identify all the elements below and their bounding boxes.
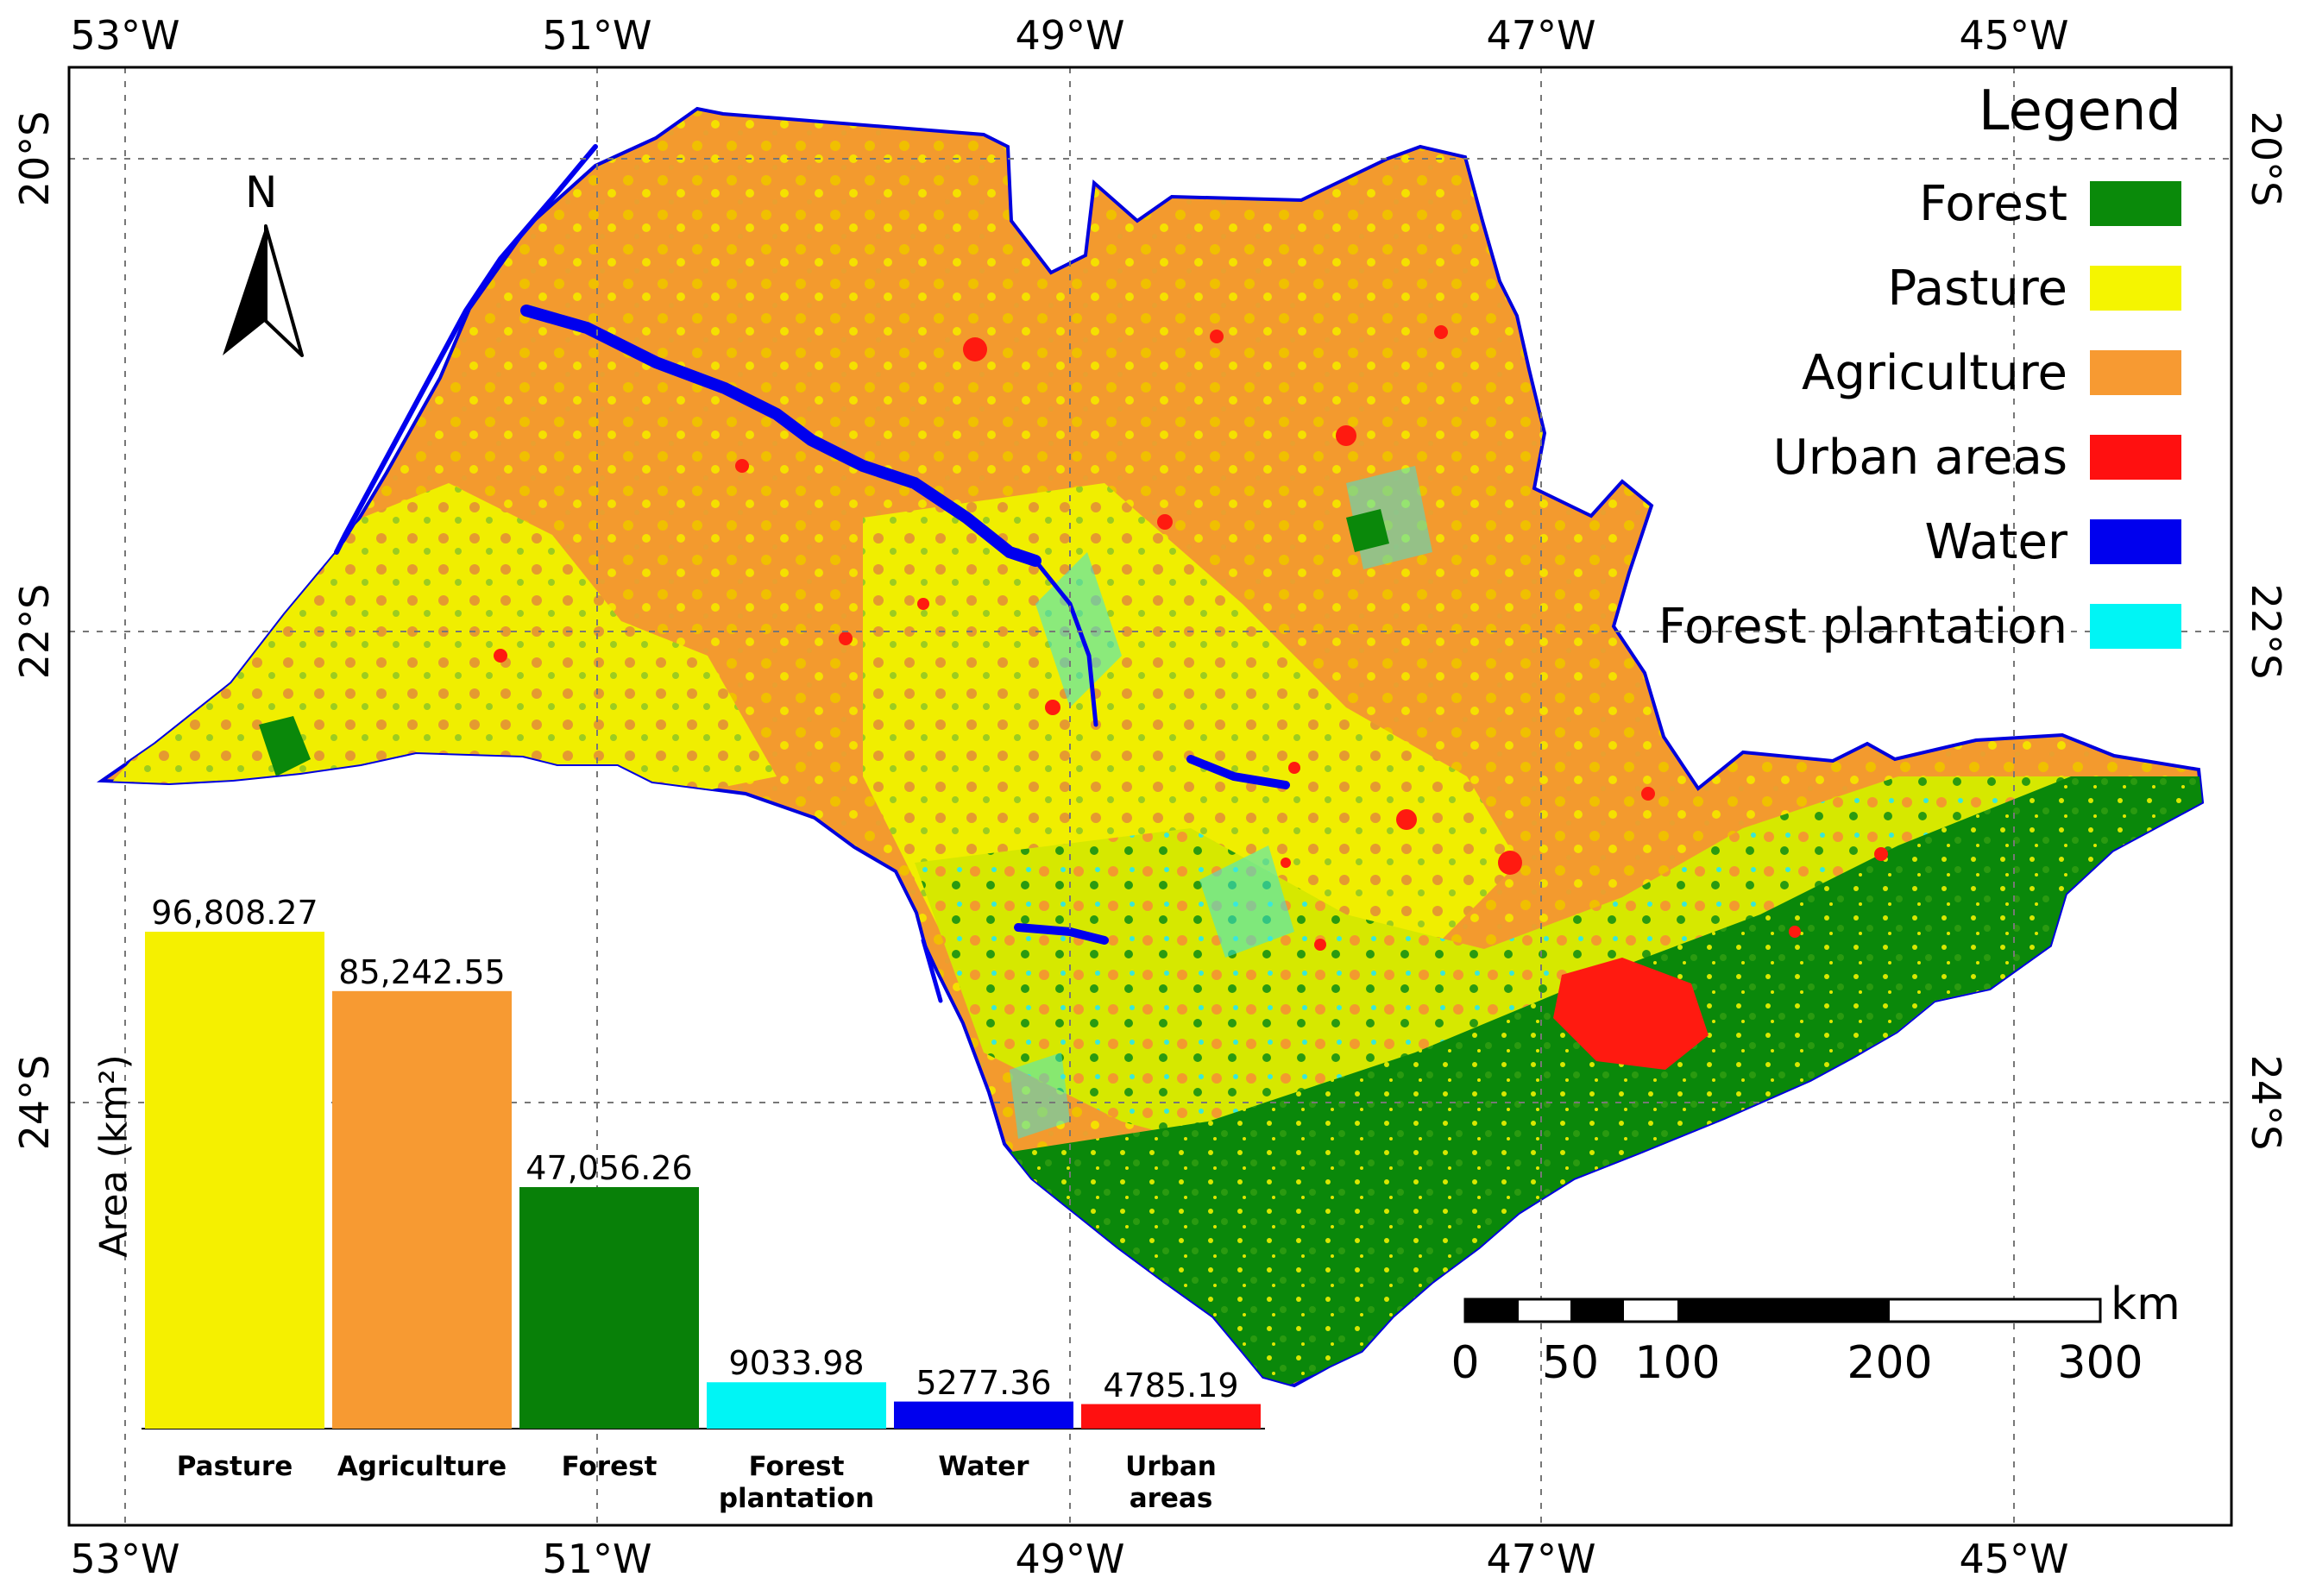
lon-label-top-5: 45°W xyxy=(1959,12,2069,59)
north-arrow-label: N xyxy=(245,167,278,217)
bar-pasture xyxy=(145,932,324,1429)
bar-value-label-pasture: 96,808.27 xyxy=(151,894,318,932)
bar-category-label-water: Water xyxy=(938,1451,1029,1482)
legend-label: Urban areas xyxy=(1772,429,2067,486)
map-frame xyxy=(67,66,2233,1527)
lon-label-top-2: 51°W xyxy=(542,12,652,59)
scale-tick-label: 0 xyxy=(1451,1337,1480,1389)
bar-value-label-forest-plantation: 9033.98 xyxy=(728,1344,865,1383)
bar-chart-bars xyxy=(142,932,1265,1429)
river-network xyxy=(334,144,1290,1003)
bar-forest xyxy=(519,1187,699,1429)
legend-item-pasture: Pasture xyxy=(1887,260,2181,317)
lat-label-left-2: 22°S xyxy=(11,583,58,680)
legend-item-urban-areas: Urban areas xyxy=(1772,429,2181,486)
legend-label: Pasture xyxy=(1887,260,2067,317)
legend-swatch-forest-plantation xyxy=(2090,604,2181,649)
bar-value-label-agriculture: 85,242.55 xyxy=(338,952,506,991)
legend-label: Agriculture xyxy=(1802,344,2067,401)
bar-category-label-pasture: Pasture xyxy=(176,1451,293,1482)
legend-label: Water xyxy=(1924,513,2067,570)
bar-category-label-forest: Forest xyxy=(561,1451,658,1482)
lat-label-right-1: 20°S xyxy=(2243,110,2289,207)
lon-label-bottom-4: 47°W xyxy=(1486,1536,1596,1582)
lon-label-bottom-2: 51°W xyxy=(542,1536,652,1582)
lat-label-left-1: 20°S xyxy=(11,110,58,207)
lat-label-left-3: 24°S xyxy=(11,1054,58,1151)
north-arrow-icon xyxy=(223,224,304,357)
legend-swatch-forest xyxy=(2090,181,2181,226)
legend-item-forest-plantation: Forest plantation xyxy=(1658,598,2181,655)
lon-label-bottom-5: 45°W xyxy=(1959,1536,2069,1582)
bar-value-label-urban-areas: 4785.19 xyxy=(1103,1366,1239,1404)
scale-bar-unit: km xyxy=(2111,1279,2181,1330)
city-markers xyxy=(494,325,1888,951)
bar-category-label-agriculture: Agriculture xyxy=(337,1451,507,1482)
legend-item-forest: Forest xyxy=(1919,175,2181,232)
lat-label-right-3: 24°S xyxy=(2243,1054,2289,1151)
lon-label-top-4: 47°W xyxy=(1486,12,1596,59)
legend-swatch-pasture xyxy=(2090,266,2181,311)
legend-swatch-agriculture xyxy=(2090,350,2181,395)
lat-label-right-2: 22°S xyxy=(2243,583,2289,680)
scale-tick-label: 300 xyxy=(2057,1337,2143,1389)
scale-tick-label: 50 xyxy=(1541,1337,1600,1389)
bar-category-label-urban-areas: Urban areas xyxy=(1125,1451,1217,1515)
legend-label: Forest plantation xyxy=(1658,598,2067,655)
land-cover-layer xyxy=(96,106,2205,1388)
legend-swatch-urban-areas xyxy=(2090,435,2181,480)
bar-forest-plantation xyxy=(707,1382,886,1429)
lon-label-top-1: 53°W xyxy=(70,12,180,59)
bar-category-label-forest-plantation: Forest plantation xyxy=(718,1451,875,1515)
bar-value-label-forest: 47,056.26 xyxy=(525,1149,693,1188)
bar-value-label-water: 5277.36 xyxy=(916,1363,1052,1402)
legend-swatch-water xyxy=(2090,519,2181,564)
bar-water xyxy=(894,1401,1073,1429)
legend-item-agriculture: Agriculture xyxy=(1802,344,2181,401)
scale-tick-label: 200 xyxy=(1847,1337,1933,1389)
lon-label-bottom-1: 53°W xyxy=(70,1536,180,1582)
chart-y-axis-label: Area (km²) xyxy=(91,1054,136,1258)
lon-label-top-3: 49°W xyxy=(1015,12,1125,59)
lon-label-bottom-3: 49°W xyxy=(1015,1536,1125,1582)
legend-label: Forest xyxy=(1919,175,2067,232)
legend-title: Legend xyxy=(1978,79,2181,143)
bar-urban-areas xyxy=(1081,1404,1261,1429)
bar-agriculture xyxy=(332,990,512,1429)
legend-item-water: Water xyxy=(1924,513,2181,570)
scale-bar xyxy=(1463,1298,2102,1323)
scale-tick-label: 100 xyxy=(1634,1337,1721,1389)
